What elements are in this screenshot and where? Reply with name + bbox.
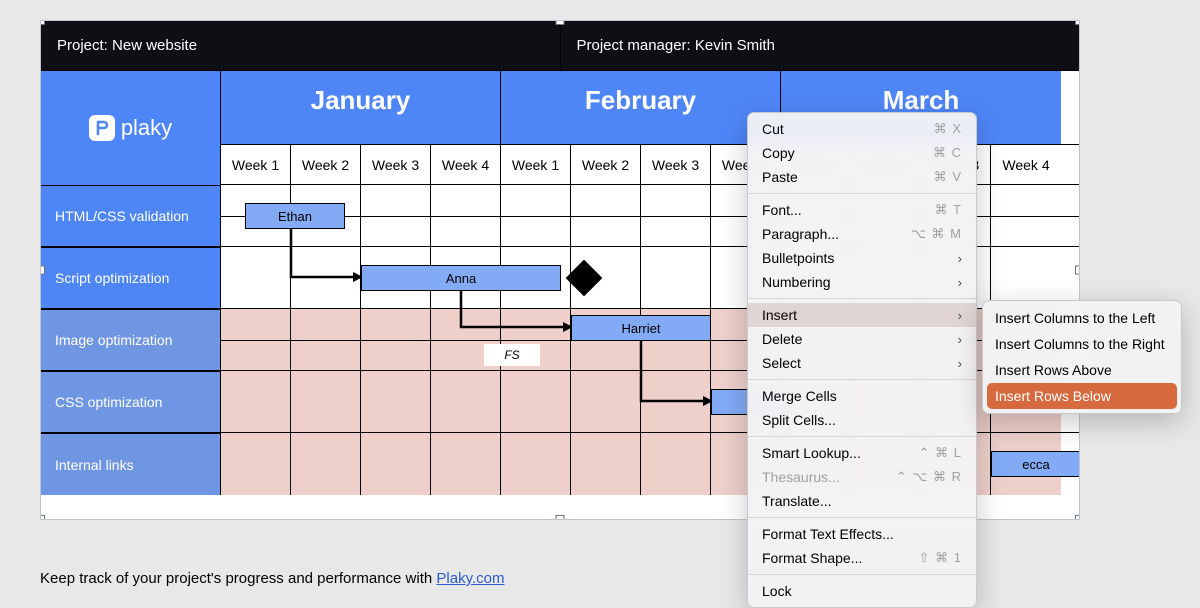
ctx-paragraph[interactable]: Paragraph...⌥ ⌘ M: [748, 222, 976, 246]
week-cell: Week 4: [991, 145, 1061, 184]
ctx-text-effects[interactable]: Format Text Effects...: [748, 522, 976, 546]
ctx-font[interactable]: Font...⌘ T: [748, 198, 976, 222]
week-cell: Week 3: [641, 145, 711, 184]
resize-handle[interactable]: [40, 515, 45, 520]
task-label: Image optimization: [55, 332, 173, 348]
ctx-numbering[interactable]: Numbering›: [748, 270, 976, 294]
week-cell: Week 2: [571, 145, 641, 184]
week-cell: Week 3: [361, 145, 431, 184]
chevron-right-icon: ›: [958, 251, 962, 266]
project-label: Project: New website: [57, 37, 197, 54]
resize-handle[interactable]: [40, 266, 45, 275]
ctx-lookup[interactable]: Smart Lookup...⌃ ⌘ L: [748, 441, 976, 465]
chevron-right-icon: ›: [958, 308, 962, 323]
ctx-merge[interactable]: Merge Cells: [748, 384, 976, 408]
ctx-format-shape[interactable]: Format Shape...⇧ ⌘ 1: [748, 546, 976, 570]
sub-rows-below[interactable]: Insert Rows Below: [987, 383, 1177, 409]
resize-handle[interactable]: [1075, 266, 1080, 275]
ctx-copy[interactable]: Copy⌘ C: [748, 141, 976, 165]
week-cell: Week 1: [501, 145, 571, 184]
task-label: HTML/CSS validation: [55, 208, 189, 224]
resize-handle[interactable]: [556, 20, 565, 25]
context-menu[interactable]: Cut⌘ X Copy⌘ C Paste⌘ V Font...⌘ T Parag…: [747, 112, 977, 608]
chevron-right-icon: ›: [958, 356, 962, 371]
resize-handle[interactable]: [1075, 20, 1080, 25]
week-cell: Week 2: [291, 145, 361, 184]
ctx-lock[interactable]: Lock: [748, 579, 976, 603]
plaky-icon: [89, 115, 115, 141]
manager-label: Project manager: Kevin Smith: [577, 37, 775, 54]
ctx-thesaurus[interactable]: Thesaurus...⌃ ⌥ ⌘ R: [748, 465, 976, 489]
bar-anna[interactable]: Anna: [361, 265, 561, 291]
brand-name: plaky: [121, 115, 172, 141]
bar-ecca[interactable]: ecca: [991, 451, 1080, 477]
ctx-bullets[interactable]: Bulletpoints›: [748, 246, 976, 270]
resize-handle[interactable]: [1075, 515, 1080, 520]
task-label: CSS optimization: [55, 394, 162, 410]
bar-harriet[interactable]: Harriet: [571, 315, 711, 341]
plaky-link[interactable]: Plaky.com: [436, 570, 504, 587]
footer-text: Keep track of your project's progress an…: [40, 570, 1160, 587]
chevron-right-icon: ›: [958, 332, 962, 347]
chevron-right-icon: ›: [958, 275, 962, 290]
brand-cell: plaky: [41, 71, 221, 185]
task-label: Script optimization: [55, 270, 169, 286]
week-cell: Week 4: [431, 145, 501, 184]
bar-fs[interactable]: FS: [484, 344, 540, 366]
sub-rows-above[interactable]: Insert Rows Above: [983, 357, 1181, 383]
sub-cols-left[interactable]: Insert Columns to the Left: [983, 305, 1181, 331]
ctx-paste[interactable]: Paste⌘ V: [748, 165, 976, 189]
month-february: February: [501, 71, 781, 144]
ctx-translate[interactable]: Translate...: [748, 489, 976, 513]
header-row: Project: New website Project manager: Ke…: [41, 21, 1079, 71]
ctx-cut[interactable]: Cut⌘ X: [748, 117, 976, 141]
ctx-split[interactable]: Split Cells...: [748, 408, 976, 432]
task-label: Internal links: [55, 457, 134, 473]
sub-cols-right[interactable]: Insert Columns to the Right: [983, 331, 1181, 357]
ctx-delete[interactable]: Delete›: [748, 327, 976, 351]
insert-submenu[interactable]: Insert Columns to the Left Insert Column…: [982, 300, 1182, 414]
resize-handle[interactable]: [40, 20, 45, 25]
ctx-select[interactable]: Select›: [748, 351, 976, 375]
month-january: January: [221, 71, 501, 144]
resize-handle[interactable]: [556, 515, 565, 520]
ctx-insert[interactable]: Insert›: [748, 303, 976, 327]
week-cell: Week 1: [221, 145, 291, 184]
bar-ethan[interactable]: Ethan: [245, 203, 345, 229]
